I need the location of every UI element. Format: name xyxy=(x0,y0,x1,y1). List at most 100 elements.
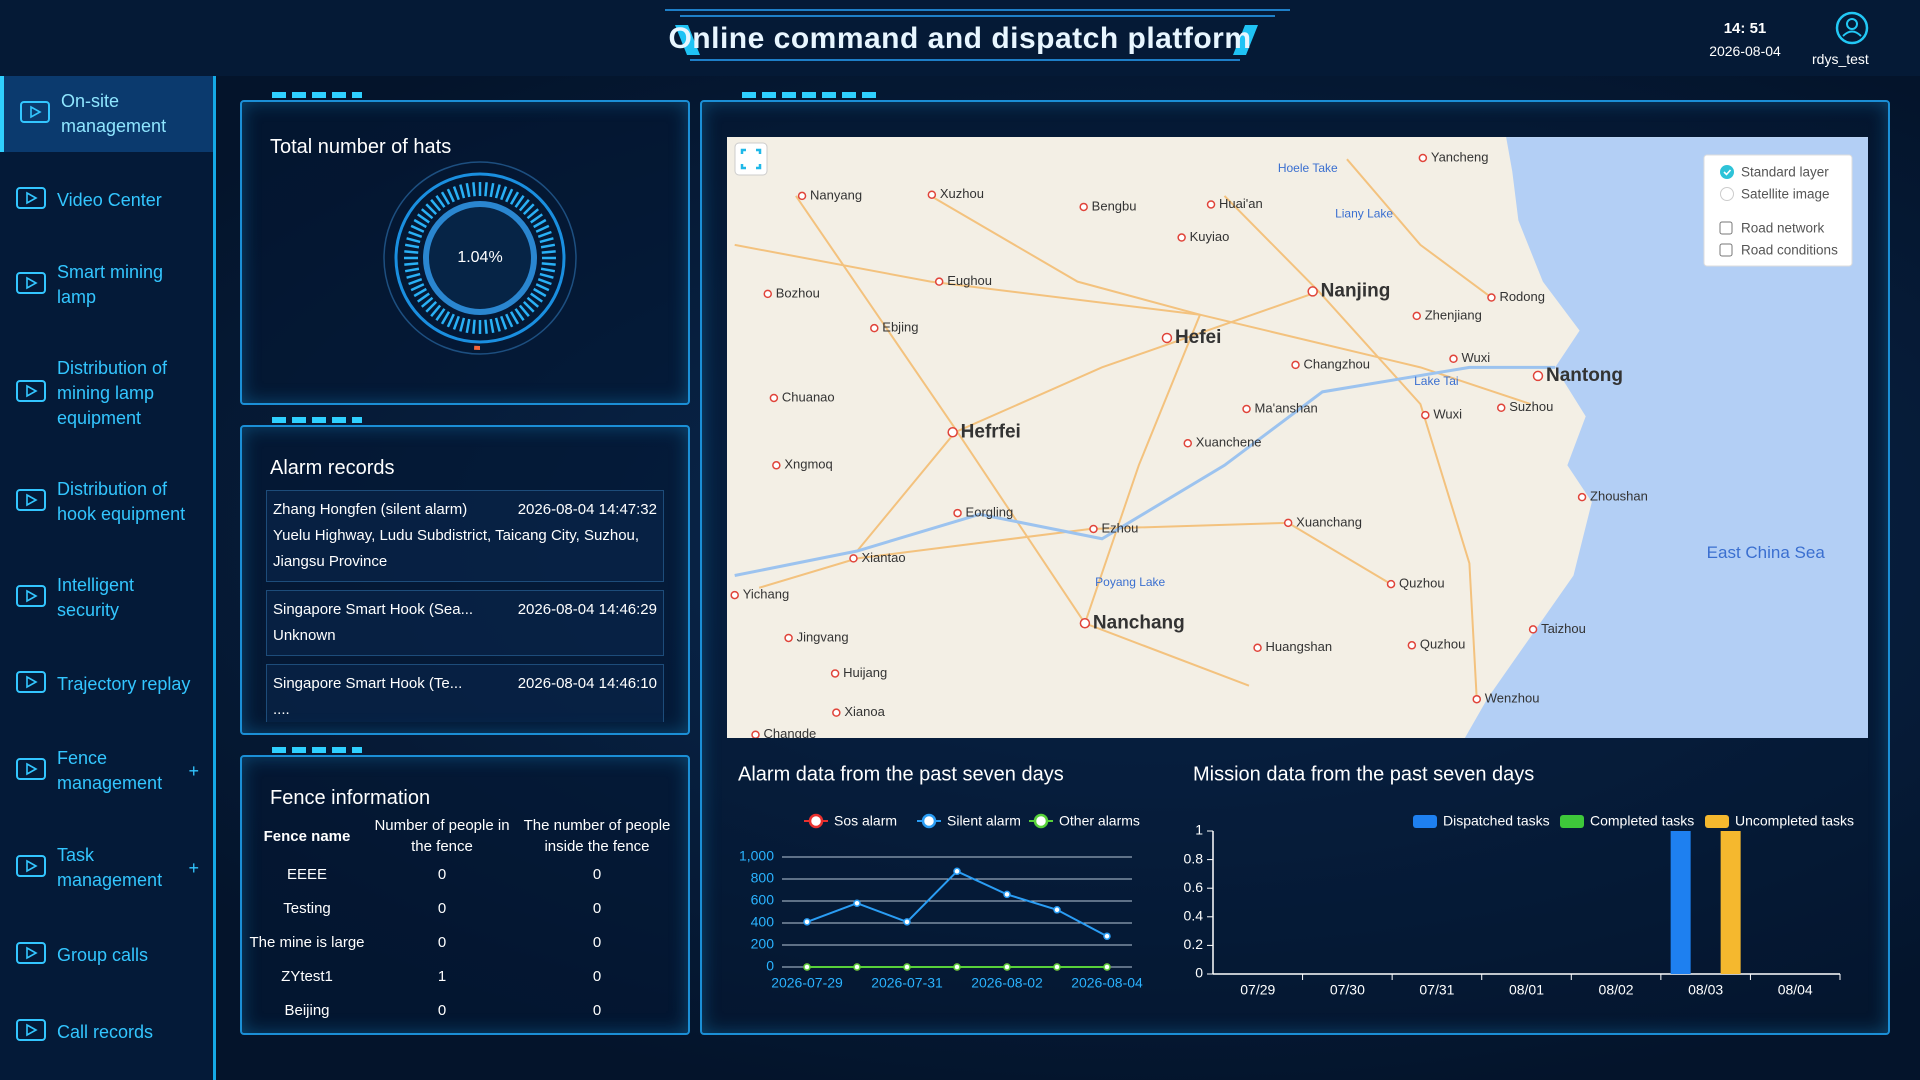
legend-label: Completed tasks xyxy=(1590,813,1694,829)
gauge-tick xyxy=(430,304,442,318)
fence-table: Fence name Number of people in the fence T… xyxy=(242,815,682,1027)
nav-item[interactable]: Fence management + xyxy=(0,733,213,809)
icon-shape xyxy=(16,855,46,877)
table-cell: 0 xyxy=(437,1001,447,1019)
table-row: Testing 0 0 xyxy=(242,891,682,925)
nav-item[interactable]: Distribution of hook equipment xyxy=(0,464,213,540)
x-tick-label: 2026-08-02 xyxy=(971,975,1043,991)
gauge-tick xyxy=(539,272,554,279)
sea-label: East China Sea xyxy=(1707,543,1826,562)
city-label: Quzhou xyxy=(1420,637,1466,652)
gauge-tick xyxy=(417,292,430,303)
legend-label: Uncompleted tasks xyxy=(1735,813,1854,829)
table-header: Fence name Number of people in the fence T… xyxy=(242,815,682,857)
decor xyxy=(742,92,882,98)
table-cell: 0 xyxy=(592,1001,602,1019)
legend-swatch xyxy=(1705,815,1729,828)
gauge-tick xyxy=(530,213,543,224)
nav-item[interactable]: On-site management xyxy=(0,76,213,152)
city-dot xyxy=(1291,360,1300,370)
map-road xyxy=(930,195,1201,316)
alarm-record[interactable]: Singapore Smart Hook (Te... 2026-08-04 14… xyxy=(266,664,664,722)
gauge-tick xyxy=(541,250,556,254)
icon-shape xyxy=(16,272,46,294)
nav-item[interactable]: Task management + xyxy=(0,830,213,906)
layer-checkbox[interactable] xyxy=(1719,221,1733,235)
layer-radio[interactable] xyxy=(1720,187,1734,201)
legend-label: Dispatched tasks xyxy=(1443,813,1550,829)
gauge-tick xyxy=(505,188,514,203)
icon-shape xyxy=(26,493,38,507)
gauge-tick xyxy=(472,319,476,334)
nav-item[interactable]: Video Center xyxy=(0,162,213,238)
gauge-tick xyxy=(540,243,556,249)
gauge-tick xyxy=(484,182,488,197)
nav-item[interactable]: Trajectory replay xyxy=(0,646,213,722)
map-sea xyxy=(1464,137,1868,738)
icon-shape xyxy=(26,859,38,873)
nav-item[interactable]: Call records xyxy=(0,994,213,1070)
table-row: ZYtest1 1 0 xyxy=(242,959,682,993)
city-label: Jingvang xyxy=(797,629,849,644)
icon-shape xyxy=(30,105,42,119)
city-dot xyxy=(832,708,841,717)
table-cell: The mine is large xyxy=(249,933,365,951)
table-cell: 0 xyxy=(592,899,602,917)
fullscreen-button[interactable] xyxy=(734,142,768,176)
city-dot xyxy=(1283,518,1293,528)
icon-shape xyxy=(16,758,46,780)
city-dot xyxy=(1242,404,1251,414)
decor xyxy=(272,417,362,423)
city-label: Huai'an xyxy=(1219,196,1263,211)
gauge-tick xyxy=(505,313,514,328)
nav-item[interactable]: Group calls xyxy=(0,917,213,993)
city-label: Ebjing xyxy=(882,320,918,335)
x-tick-label: 08/01 xyxy=(1509,982,1544,998)
alarm-record[interactable]: Zhang Hongfen (silent alarm) 2026-08-04 1… xyxy=(266,490,664,582)
nav-icon xyxy=(16,187,46,209)
nav-expand[interactable]: + xyxy=(188,760,199,781)
city-label: Wuxi xyxy=(1461,350,1490,365)
nav-icon xyxy=(16,585,46,607)
city-dot xyxy=(1386,579,1396,589)
alarm-record[interactable]: Singapore Smart Hook (Sea... 2026-08-04 1… xyxy=(266,590,664,656)
nav-item[interactable]: Distribution of mining lamp equipment xyxy=(0,355,213,431)
city-dot xyxy=(772,461,781,470)
layer-radio[interactable] xyxy=(1720,165,1734,179)
layer-label: Road network xyxy=(1741,221,1825,236)
table-cell: ZYtest1 xyxy=(281,967,333,985)
y-tick-label: 400 xyxy=(751,914,775,930)
nav-expand[interactable]: + xyxy=(188,857,199,878)
nav-item[interactable]: Smart mining lamp xyxy=(0,247,213,323)
header-frame xyxy=(665,9,1869,61)
decor xyxy=(272,747,362,753)
data-point xyxy=(953,867,961,876)
gauge-tick xyxy=(472,182,476,197)
layer-checkbox[interactable] xyxy=(1719,243,1733,257)
user-menu[interactable]: rdys_test xyxy=(1812,51,1869,67)
gauge-tick xyxy=(509,191,520,205)
city-label: Eorgling xyxy=(966,505,1014,520)
city-label: Huangshan xyxy=(1266,639,1333,654)
city-dot xyxy=(849,554,858,563)
table-row: The mine is large 0 0 xyxy=(242,925,682,959)
gauge-tick xyxy=(425,203,438,216)
gauge-tick xyxy=(446,313,455,328)
city-dot xyxy=(870,323,879,333)
city-label: Bozhou xyxy=(776,285,820,300)
x-tick-label: 08/02 xyxy=(1599,982,1634,998)
record-head: Singapore Smart Hook (Te... 2026-08-04 14… xyxy=(273,671,657,697)
x-tick-label: 2026-08-04 xyxy=(1071,975,1143,991)
nav-item[interactable]: Intelligent security xyxy=(0,560,213,636)
city-label: Xuzhou xyxy=(940,186,984,201)
data-point xyxy=(903,918,911,926)
record-list: Zhang Hongfen (silent alarm) 2026-08-04 1… xyxy=(266,490,664,722)
city-dot xyxy=(1089,524,1098,534)
layer-label: Road conditions xyxy=(1741,243,1838,258)
gauge-tick xyxy=(465,182,471,198)
series-line xyxy=(806,870,1108,938)
record-head: Singapore Smart Hook (Sea... 2026-08-04 1… xyxy=(273,597,657,623)
gauge-tick xyxy=(430,198,442,212)
lake-label: Lake Tai xyxy=(1414,374,1458,388)
x-tick-label: 2026-07-29 xyxy=(771,975,843,991)
